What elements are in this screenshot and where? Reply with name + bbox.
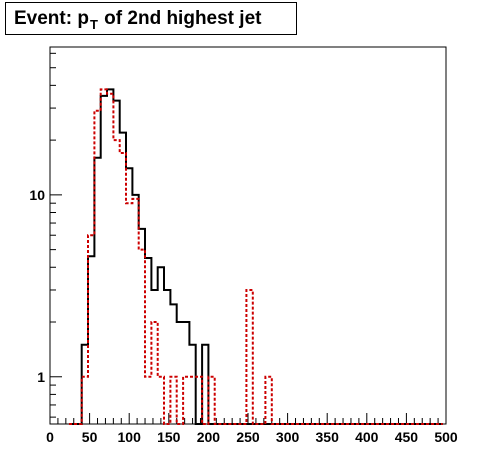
series-solid-black [69, 88, 443, 425]
chart-title-subscript: T [89, 17, 98, 32]
y-tick-label: 10 [29, 187, 45, 203]
x-tick-label: 500 [434, 429, 458, 445]
chart-title-prefix: Event: p [14, 8, 89, 29]
x-tick-label: 150 [157, 429, 181, 445]
x-tick-label: 450 [395, 429, 419, 445]
x-tick-label: 400 [355, 429, 379, 445]
y-tick-label: 1 [37, 369, 45, 385]
plot-frame [49, 46, 447, 425]
x-tick-label: 200 [197, 429, 221, 445]
x-tick-label: 100 [118, 429, 142, 445]
x-tick-label: 250 [236, 429, 260, 445]
x-tick-label: 350 [316, 429, 340, 445]
series-dotted-red [69, 88, 443, 425]
chart-title-suffix: of 2nd highest jet [98, 8, 262, 29]
chart-title: Event: pT of 2nd highest jet [5, 2, 297, 35]
x-tick-label: 50 [82, 429, 98, 445]
x-tick-label: 300 [276, 429, 300, 445]
x-tick-label: 0 [46, 429, 54, 445]
